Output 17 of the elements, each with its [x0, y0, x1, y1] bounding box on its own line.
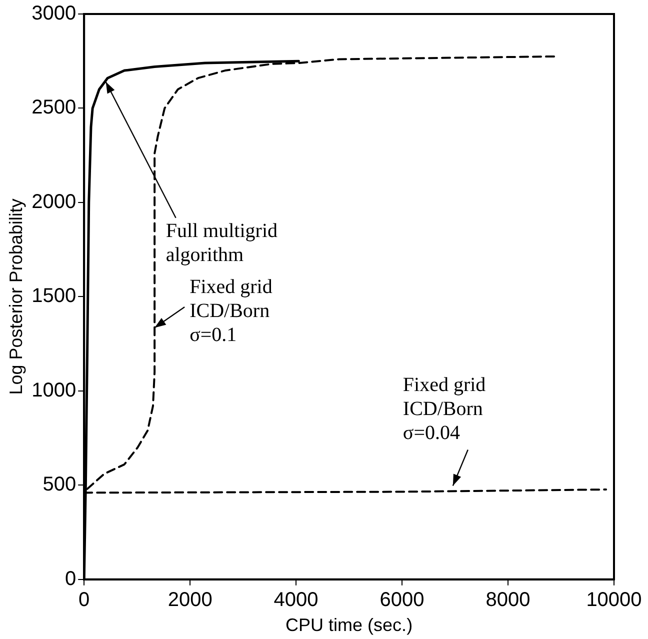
x-tick-label: 10000 — [586, 588, 642, 611]
y-tick-label: 2000 — [32, 190, 76, 213]
y-tick-label: 1500 — [32, 285, 76, 308]
x-tick-label: 6000 — [380, 588, 424, 611]
x-tick-label: 8000 — [486, 588, 530, 611]
annotation: Fixed grid ICD/Born σ=0.1 — [190, 276, 272, 346]
y-axis-title: Log Posterior Probability — [6, 198, 26, 395]
x-tick-label: 2000 — [168, 588, 212, 611]
y-tick-label: 3000 — [32, 2, 76, 25]
y-tick-label: 500 — [42, 474, 76, 496]
y-tick-label: 1000 — [32, 379, 76, 402]
x-axis-title: CPU time (sec.) — [286, 615, 413, 636]
y-tick-label: 0 — [64, 568, 76, 590]
x-tick-label: 4000 — [274, 588, 318, 611]
annotation: Fixed grid ICD/Born σ=0.04 — [402, 374, 486, 444]
y-tick-label: 2500 — [32, 96, 76, 119]
annotation: Full multigrid algorithm — [166, 220, 278, 266]
